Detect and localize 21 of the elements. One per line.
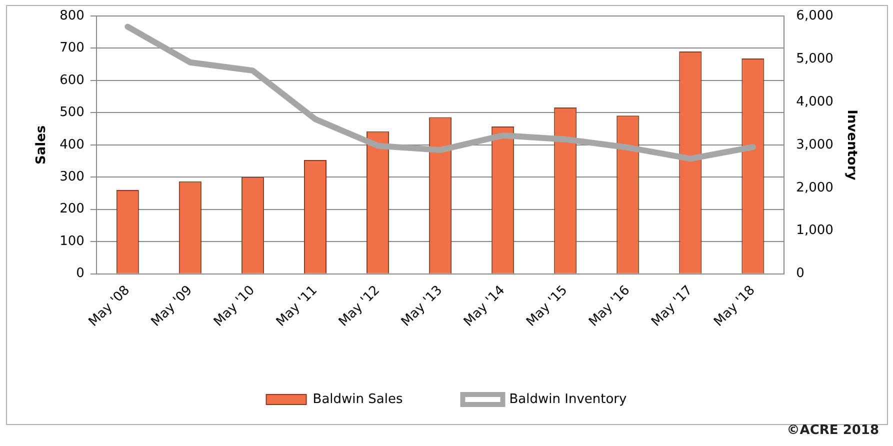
y-tick-label: 700 [60,40,84,56]
y-tick-label: 100 [60,234,84,249]
y2-tick-label: 3,000 [796,137,834,152]
y-axis-title: Sales [34,125,50,164]
y2-axis-title: Inventory [844,110,859,181]
y2-tick-label: 2,000 [796,180,834,196]
y2-tick-label: 1,000 [796,223,834,238]
y2-tick-label: 4,000 [796,94,834,110]
y-tick-label: 400 [60,137,84,152]
y-tick-label: 600 [60,72,84,88]
y-tick-label: 500 [60,105,84,120]
text: ©ACRE 2018 [786,423,879,438]
y2-tick-label: 6,000 [796,8,834,24]
legend-label: Baldwin Sales [312,392,403,407]
y-tick-label: 300 [60,170,84,185]
y2-tick-label: 5,000 [796,51,834,66]
y-tick-label: 0 [76,266,84,282]
y2-tick-label: 0 [796,266,804,282]
y-tick-label: 200 [60,202,84,217]
legend-label: Baldwin Inventory [509,392,628,407]
y-tick-label: 800 [60,8,84,24]
